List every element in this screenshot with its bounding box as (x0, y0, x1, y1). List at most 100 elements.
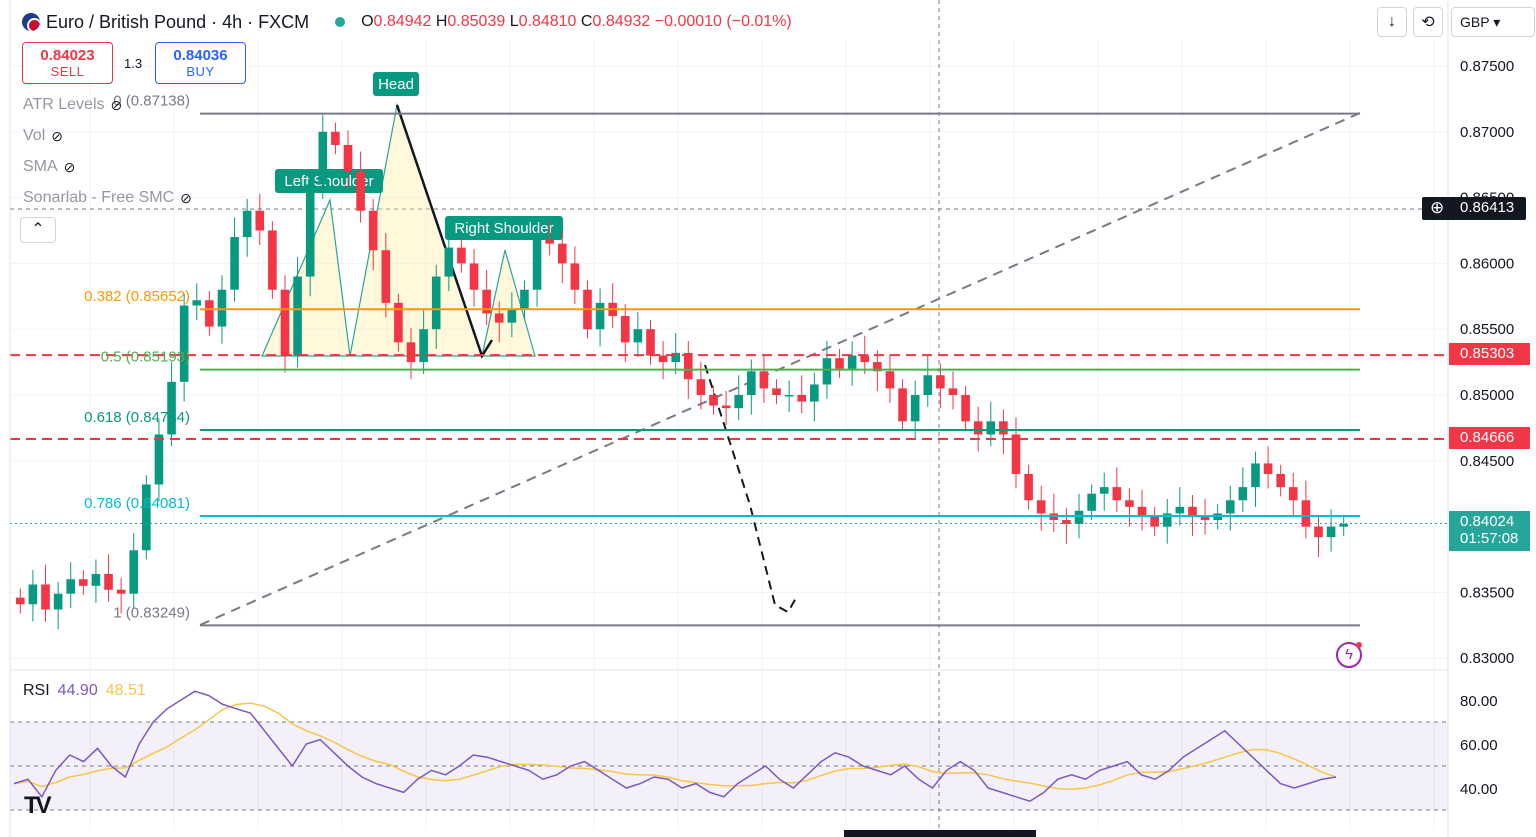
price-axis-label: 0.86000 (1460, 255, 1514, 272)
candle-body (532, 239, 542, 290)
candle-body (1024, 473, 1033, 501)
buy-button[interactable]: 0.84036 BUY (155, 42, 246, 84)
candle-body (973, 421, 983, 435)
fibonacci-levels: 0 (0.87138) 0.382 (0.85652) 0.5 (0.85193) 0… (10, 93, 1448, 627)
rsi-sma-line (13, 702, 1337, 791)
pattern-label-bg (275, 169, 383, 193)
indicator-atr-levels[interactable]: ATR Levels ⊘ (23, 96, 123, 113)
candle-body (142, 484, 151, 551)
ohlc-values: O0.84942 H0.85039 L0.84810 C0.84932 −0.0… (361, 13, 792, 30)
candle-body (1011, 434, 1021, 474)
currency-selector[interactable]: GBP ▾ (1451, 7, 1535, 37)
indicator-sma[interactable]: SMA ⊘ (23, 158, 76, 175)
symbol-title[interactable]: Euro / British Pound · 4h · FXCM (46, 11, 310, 32)
tradingview-logo-icon: TV (24, 792, 52, 819)
candle-body (343, 144, 353, 172)
candle-body (1288, 487, 1298, 501)
collapse-indicators-button[interactable]: ⌃ (20, 217, 56, 243)
eur-gbp-flag-icon (22, 13, 40, 31)
sell-button[interactable]: 0.84023 SELL (22, 42, 113, 84)
candle-body (230, 237, 239, 290)
lightning-icon[interactable]: ϟ (1336, 642, 1362, 668)
candle-body (205, 300, 214, 327)
candle-body (318, 131, 328, 185)
red-line-price-badge-2: 0.84666 (1449, 427, 1530, 449)
candle-body (948, 388, 958, 395)
candle-body (1062, 520, 1071, 524)
candle-body (431, 276, 441, 330)
eye-hidden-icon[interactable]: ⊘ (51, 127, 63, 144)
candle-body (154, 434, 164, 485)
candle-body (192, 300, 202, 306)
candle-body (1301, 500, 1311, 527)
eye-hidden-icon[interactable]: ⊘ (180, 189, 192, 206)
candle-body (721, 405, 731, 409)
chart-header: Euro / British Pound · 4h · FXCM O0.8494… (22, 10, 792, 34)
candle-body (620, 316, 630, 343)
candle-body (66, 579, 76, 594)
rsi-axis-label: 80.00 (1460, 693, 1498, 710)
candle-body (734, 395, 744, 409)
candle-body (860, 355, 870, 363)
buy-label: BUY (186, 64, 215, 79)
candle-body (469, 263, 479, 290)
fib-label: 1 (0.83249) (113, 604, 190, 621)
rsi-sma-value: 48.51 (105, 682, 146, 699)
crosshair-price-tag: ⊕ 0.86413 (1422, 197, 1526, 220)
fib-label: 0 (0.87138) (113, 93, 190, 110)
candle-body (1251, 463, 1260, 488)
candle-body (873, 362, 882, 372)
candle-body (356, 171, 365, 211)
eye-hidden-icon[interactable]: ⊘ (63, 158, 76, 175)
indicator-vol[interactable]: Vol ⊘ (23, 127, 63, 144)
fib-label: 0.618 (0.84734) (84, 409, 190, 426)
candle-body (217, 289, 227, 327)
price-axis-label: 0.83500 (1460, 584, 1514, 601)
candle-body (16, 597, 25, 605)
candle-body (1137, 506, 1147, 517)
rsi-line (13, 690, 1337, 803)
sell-label: SELL (50, 64, 85, 79)
bottom-scroll-bar[interactable] (844, 830, 1036, 837)
candle-body (910, 395, 920, 422)
plus-circle-icon[interactable]: ⊕ (1430, 198, 1445, 217)
pattern-label-right-shoulder: Right Shoulder (454, 220, 553, 237)
replay-icon[interactable]: ⟲ (1413, 7, 1443, 37)
rsi-axis-label: 40.00 (1460, 781, 1498, 798)
market-status-dot (335, 17, 346, 27)
candle-body (507, 309, 517, 323)
candle-body (331, 131, 340, 145)
rsi-panel: 80.00 60.00 40.00 (10, 690, 1498, 811)
price-axis-label: 0.84500 (1460, 453, 1514, 470)
candle-body (999, 421, 1008, 435)
eye-hidden-icon[interactable]: ⊘ (110, 96, 123, 113)
fib-label: 0.786 (0.84081) (84, 495, 190, 512)
candle-body (406, 342, 416, 363)
candle-body (305, 184, 315, 277)
candle-body (1036, 500, 1046, 514)
spread-value: 1.3 (124, 56, 143, 71)
candle-body (1074, 510, 1084, 524)
candle-body (885, 371, 895, 389)
candle-body (570, 263, 580, 290)
indicator-sonarlab[interactable]: Sonarlab - Free SMC ⊘ (23, 189, 192, 206)
candle-body (1339, 523, 1348, 527)
fib-label: 0.5 (0.85193) (101, 349, 190, 366)
rsi-axis-label: 60.00 (1460, 737, 1498, 754)
candle-body (1175, 506, 1185, 514)
candle-body (847, 355, 857, 369)
candle-body (242, 210, 252, 238)
candle-body (671, 352, 680, 363)
candle-body (129, 550, 139, 594)
candle-body (280, 289, 290, 356)
candle-body (835, 358, 844, 369)
download-icon[interactable]: ↓ (1377, 7, 1407, 37)
candle-body (1188, 506, 1197, 517)
candle-body (709, 395, 718, 406)
candle-body (444, 247, 454, 277)
sell-price: 0.84023 (40, 47, 95, 64)
candle-body (1200, 516, 1210, 521)
candle-body (255, 210, 265, 231)
fib-label: 0.382 (0.85652) (84, 288, 190, 305)
